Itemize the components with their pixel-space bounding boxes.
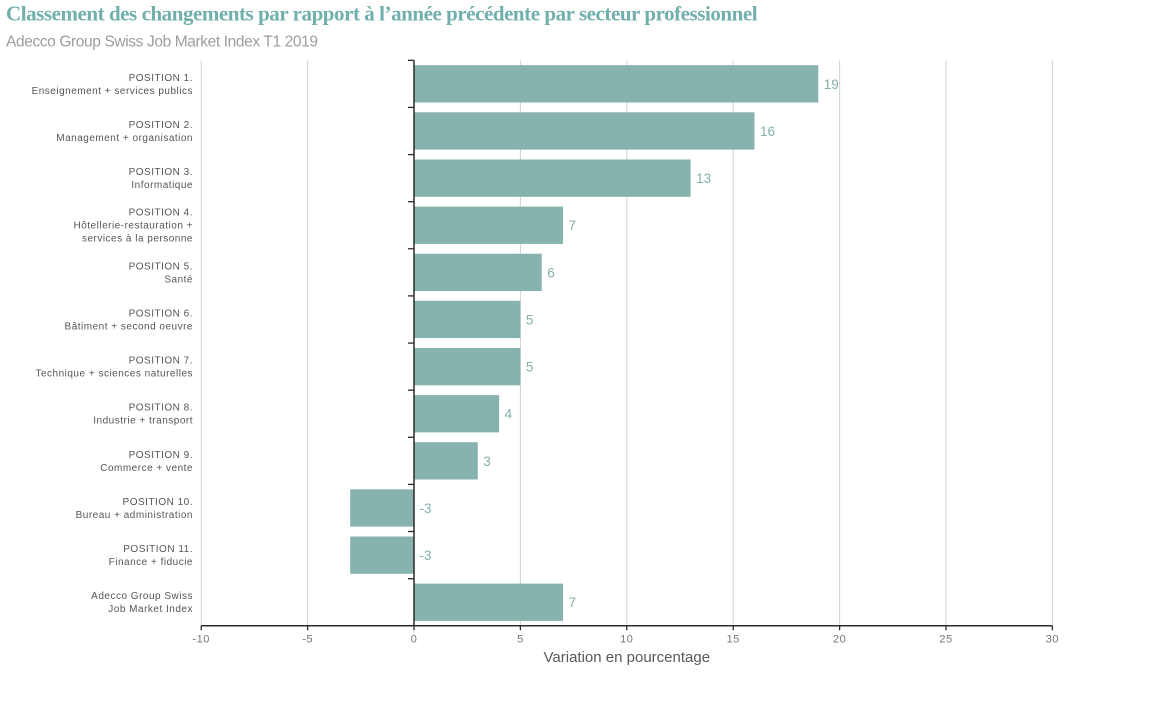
svg-text:POSITION 7.: POSITION 7. [129, 356, 193, 367]
svg-text:-3: -3 [420, 548, 432, 563]
svg-text:Adecco Group Swiss: Adecco Group Swiss [91, 591, 193, 602]
svg-text:Variation en pourcentage: Variation en pourcentage [544, 649, 711, 666]
svg-text:0: 0 [411, 634, 418, 646]
svg-text:7: 7 [569, 218, 577, 233]
svg-text:10: 10 [620, 634, 633, 646]
svg-text:-3: -3 [420, 501, 432, 516]
svg-text:POSITION 1.: POSITION 1. [129, 73, 193, 84]
svg-text:Bureau + administration: Bureau + administration [76, 510, 193, 521]
svg-text:5: 5 [526, 312, 534, 327]
svg-text:Informatique: Informatique [131, 180, 193, 191]
svg-text:POSITION 4.: POSITION 4. [129, 208, 193, 219]
svg-text:Industrie + transport: Industrie + transport [93, 416, 193, 427]
svg-text:Hôtellerie-restauration +: Hôtellerie-restauration + [74, 221, 194, 232]
svg-text:19: 19 [824, 77, 839, 92]
svg-text:4: 4 [505, 407, 513, 422]
svg-text:POSITION 9.: POSITION 9. [129, 450, 193, 461]
svg-text:15: 15 [727, 634, 740, 646]
svg-text:POSITION 11.: POSITION 11. [123, 544, 193, 555]
svg-text:POSITION 8.: POSITION 8. [129, 403, 193, 414]
svg-text:16: 16 [760, 124, 775, 139]
svg-text:25: 25 [939, 634, 952, 646]
svg-text:POSITION 3.: POSITION 3. [129, 167, 193, 178]
svg-text:-5: -5 [302, 634, 313, 646]
svg-text:POSITION 10.: POSITION 10. [123, 497, 193, 508]
svg-text:6: 6 [547, 265, 555, 280]
svg-text:20: 20 [833, 634, 846, 646]
svg-text:Bâtiment + second oeuvre: Bâtiment + second oeuvre [65, 321, 193, 332]
svg-text:services à la personne: services à la personne [82, 234, 193, 245]
svg-text:Finance + fiducie: Finance + fiducie [109, 557, 193, 568]
svg-text:5: 5 [517, 634, 524, 646]
svg-text:7: 7 [569, 595, 577, 610]
svg-text:Technique + sciences naturelle: Technique + sciences naturelles [35, 369, 193, 380]
svg-text:30: 30 [1046, 634, 1059, 646]
svg-text:POSITION 5.: POSITION 5. [129, 261, 193, 272]
svg-text:Job Market Index: Job Market Index [108, 604, 193, 615]
svg-text:Santé: Santé [164, 274, 193, 285]
svg-text:-10: -10 [192, 634, 209, 646]
svg-text:5: 5 [526, 360, 534, 375]
svg-text:Enseignement + services public: Enseignement + services publics [32, 86, 193, 97]
svg-text:POSITION 6.: POSITION 6. [129, 308, 193, 319]
svg-text:Management + organisation: Management + organisation [56, 133, 193, 144]
svg-text:POSITION 2.: POSITION 2. [129, 120, 193, 131]
svg-text:Classement des changements par: Classement des changements par rapport à… [6, 2, 758, 26]
svg-text:13: 13 [696, 171, 711, 186]
svg-text:Adecco Group Swiss Job Market: Adecco Group Swiss Job Market Index T1 2… [6, 34, 318, 51]
svg-text:3: 3 [483, 454, 491, 469]
svg-text:Commerce + vente: Commerce + vente [100, 463, 193, 474]
